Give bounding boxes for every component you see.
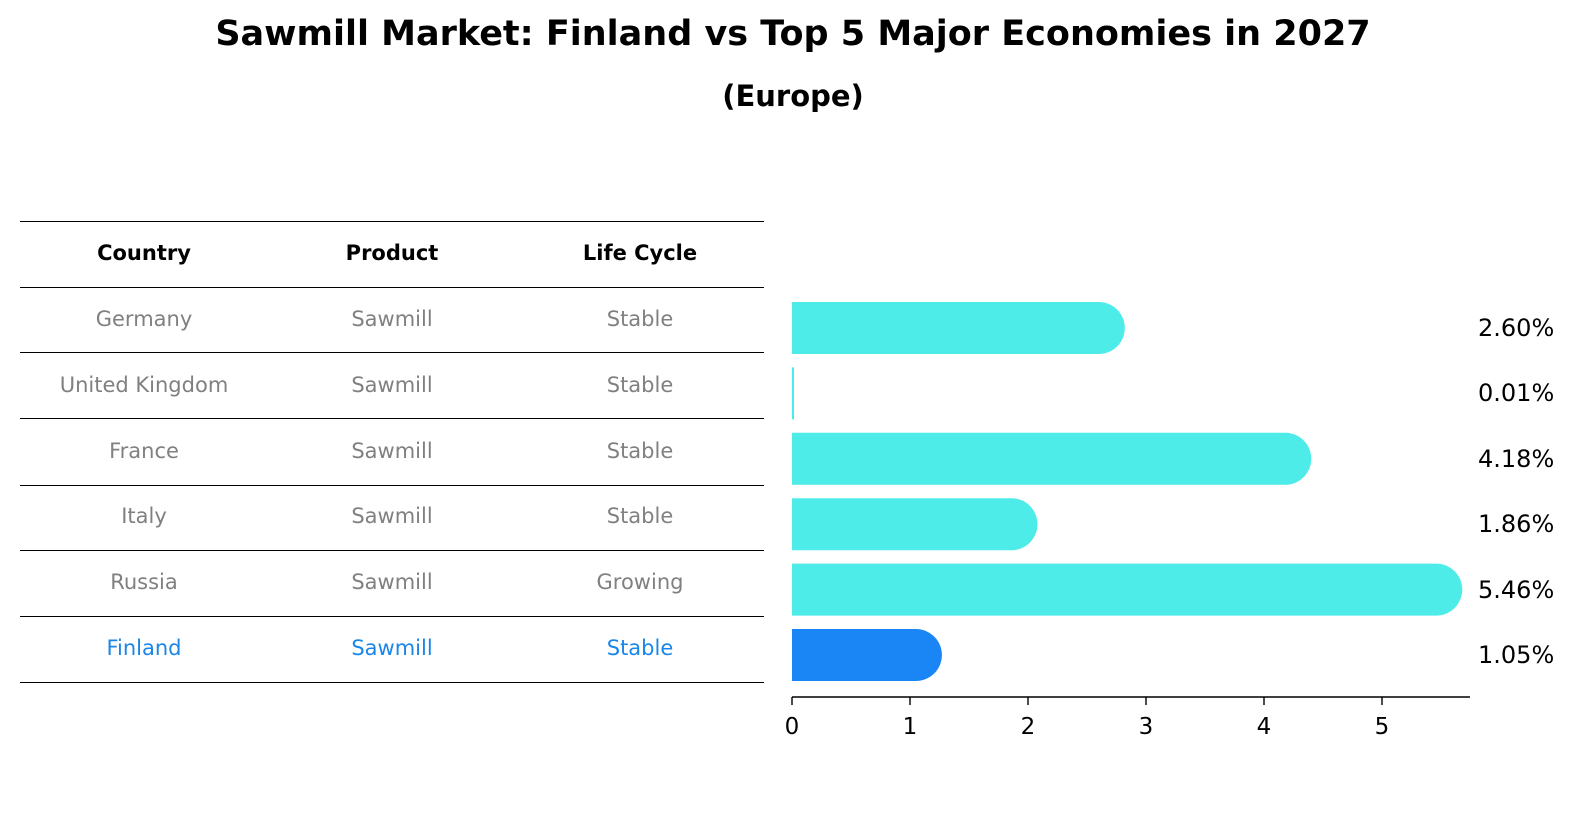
x-tick-label: 0 — [785, 714, 800, 740]
table-rule — [20, 221, 764, 222]
bar — [792, 302, 1125, 354]
table-rule — [20, 550, 764, 551]
x-tick-label: 3 — [1139, 714, 1154, 740]
table-rule — [20, 352, 764, 353]
table-cell-country: Russia — [110, 570, 178, 594]
bar — [792, 498, 1038, 551]
bar — [792, 563, 1463, 616]
table-cell-country: Germany — [95, 307, 193, 331]
chart-title: Sawmill Market: Finland vs Top 5 Major E… — [215, 14, 1371, 54]
table-rule — [20, 616, 764, 617]
bar — [792, 432, 1312, 485]
table-cell-life-cycle: Stable — [606, 504, 674, 528]
bar-highlight — [792, 629, 942, 681]
table-cell-life-cycle: Stable — [606, 439, 674, 463]
table-cell-country: Italy — [121, 504, 167, 528]
header-country: Country — [97, 241, 191, 265]
table-cell-country-highlight: Finland — [106, 636, 182, 660]
table-rule — [20, 287, 764, 288]
bar — [792, 367, 794, 420]
bar-value-label: 4.18% — [1478, 444, 1555, 473]
table-cell-life-cycle: Stable — [606, 307, 674, 331]
bar-value-label: 1.05% — [1478, 641, 1555, 669]
bar-value-label: 1.86% — [1478, 510, 1555, 539]
table-cell-product: Sawmill — [351, 570, 433, 594]
header-product: Product — [345, 241, 439, 265]
bar-value-label: 0.01% — [1478, 379, 1555, 408]
table-cell-life-cycle: Growing — [596, 570, 684, 594]
table-cell-product: Sawmill — [351, 504, 433, 528]
table-cell-product-highlight: Sawmill — [351, 636, 433, 660]
table-cell-country: France — [109, 439, 179, 463]
bar-value-label: 5.46% — [1478, 575, 1555, 604]
table-rule — [20, 682, 764, 683]
table-cell-life-cycle: Stable — [606, 373, 674, 397]
header-life-cycle: Life Cycle — [582, 241, 698, 265]
table-cell-product: Sawmill — [351, 439, 433, 463]
table-cell-product: Sawmill — [351, 373, 433, 397]
x-tick-label: 2 — [1021, 714, 1036, 740]
table-rule — [20, 418, 764, 419]
x-tick-label: 4 — [1257, 714, 1272, 740]
table-rule — [20, 485, 764, 486]
table-cell-life-cycle-highlight: Stable — [606, 636, 674, 660]
chart-subtitle: (Europe) — [722, 79, 864, 113]
table-cell-product: Sawmill — [351, 307, 433, 331]
table-cell-country: United Kingdom — [59, 373, 229, 397]
bar-value-label: 2.60% — [1478, 314, 1555, 342]
x-tick-label: 5 — [1375, 714, 1390, 740]
x-tick-label: 1 — [903, 714, 918, 740]
